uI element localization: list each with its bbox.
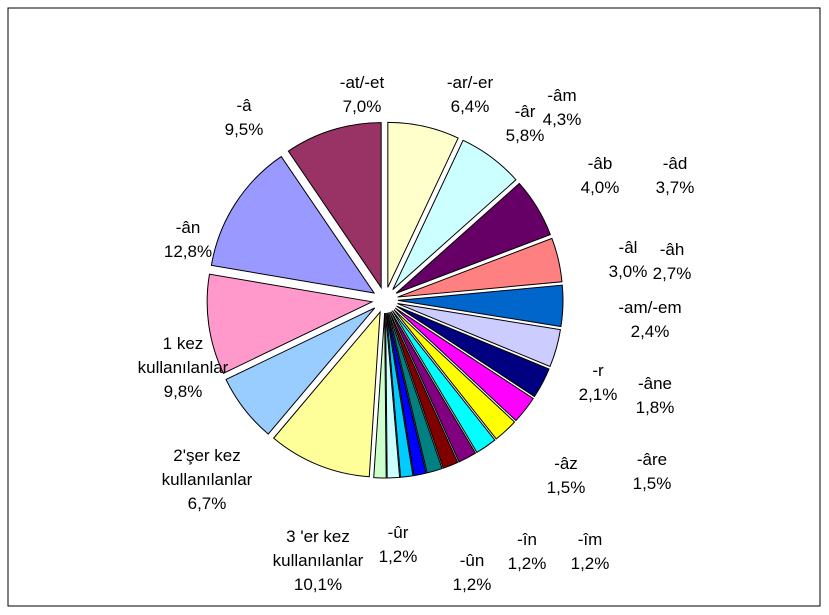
pie-slice [387,121,459,288]
slice-value: 9,8% [163,382,203,401]
slice-value: 5,8% [505,126,545,145]
slice-name: -în [517,530,537,549]
slice-value: 1,2% [507,554,547,573]
slice-label: -âre 1,5% [587,448,717,496]
slice-label: -ân 12,8% [123,216,253,264]
slice-label: -âb 4,0% [535,152,665,200]
slice-name: -âr [514,102,536,121]
slice-label: -âr 5,8% [460,100,590,148]
slice-name: -âm [547,86,577,105]
slice-value: 1,2% [570,554,610,573]
slice-value: 3,0% [608,262,648,281]
slice-value: 4,0% [580,178,620,197]
slice-label: -âz 1,5% [501,452,631,500]
slice-value: 2,7% [652,264,692,283]
pie-slice [386,312,414,478]
slice-name: -âz [554,454,578,473]
slice-value: 6,7% [187,494,227,513]
slice-name: 2'şer kez kullanılanlar [161,446,253,489]
slice-label: -âl 3,0% [563,236,693,284]
slice-label: 1 kez kullanılanlar 9,8% [123,332,243,404]
pie-slice [394,307,534,422]
slice-value: 4,3% [542,110,582,129]
slice-label: -âd 3,7% [610,152,740,200]
pie-slice [390,311,477,463]
slice-label: 2'şer kez kullanılanlar 6,7% [147,444,267,516]
slice-value: 1,2% [378,547,418,566]
pie-slice [373,312,387,479]
slice-name: -âre [636,450,668,469]
slice-name: -âd [662,154,688,173]
slice-value: 7,0% [342,97,382,116]
slice-name: -â [236,96,252,115]
slice-label: 3 'er kez kullanılanlar 10,1% [258,525,378,597]
pie-slice [391,310,496,454]
pie-slice [392,139,517,290]
slice-name: -r [592,361,604,380]
pie-slice [397,237,563,298]
slice-label: -ar/-er 6,4% [405,71,535,119]
slice-label: -âm 4,3% [497,84,627,132]
slice-value: 10,1% [293,575,343,594]
slice-name: -ar/-er [446,73,494,92]
slice-label: -âh 2,7% [607,238,737,286]
pie-slice [388,312,443,474]
slice-value: 12,8% [163,242,213,261]
pie-slice [397,303,562,368]
slice-value: 2,4% [630,322,670,341]
slice-label: -îm 1,2% [525,528,655,576]
slice-name: -am/-em [618,298,682,317]
slice-value: 1,5% [546,478,586,497]
slice-value: 9,5% [224,120,264,139]
slice-name: -âne [637,374,673,393]
pie-slice [287,122,382,290]
slice-name: -ân [175,218,201,237]
slice-label: -âne 1,8% [590,372,720,420]
slice-name: -âh [659,240,685,259]
pie-slice [210,155,376,294]
slice-name: -at/-et [339,73,385,92]
slice-label: -â 9,5% [179,94,309,142]
slice-value: 3,7% [655,178,695,197]
pie-slice [395,182,551,294]
slice-value: 6,4% [450,97,490,116]
slice-label: -ûr 1,2% [333,521,463,569]
slice-name: -âb [587,154,613,173]
pie-slice [397,284,564,328]
slice-label: -ûn 1,2% [407,549,537,597]
pie-slice [225,307,376,435]
slice-value: 2,1% [578,385,618,404]
pie-slice [385,312,401,479]
slice-value: 1,8% [635,398,675,417]
slice-label: -at/-et 7,0% [297,71,427,119]
slice-label: -r 2,1% [533,359,663,407]
pie-slice [387,312,427,477]
pie-slice [389,311,459,469]
slice-name: -ûr [387,523,409,542]
slice-name: -ûn [459,551,485,570]
slice-name: -îm [577,530,603,549]
pie-slice [393,309,516,440]
slice-label: -am/-em 2,4% [585,296,715,344]
slice-name: 1 kez kullanılanlar [137,334,229,377]
slice-name: -âl [618,238,638,257]
slice-name: 3 'er kez kullanılanlar [272,527,364,570]
slice-value: 1,5% [632,474,672,493]
pie-slice [206,273,374,374]
pie-slice [396,305,550,398]
slice-value: 1,2% [452,575,492,594]
pie-slice [272,310,381,478]
slice-label: -în 1,2% [462,528,592,576]
